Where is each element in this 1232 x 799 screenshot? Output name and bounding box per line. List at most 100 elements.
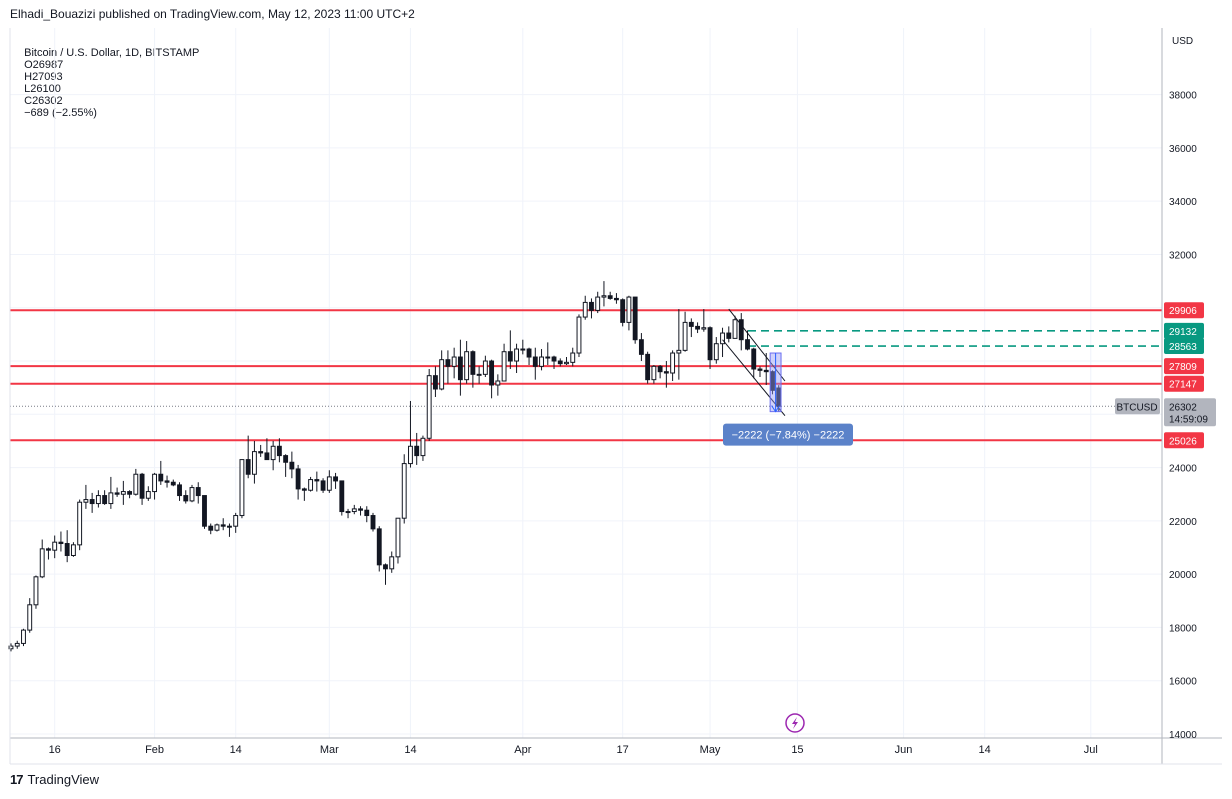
candle[interactable] [732,315,738,339]
candle[interactable] [551,355,557,370]
time-tick-label[interactable]: May [700,744,721,756]
candle[interactable] [607,291,613,300]
candle[interactable] [713,337,719,364]
candle[interactable] [158,460,164,485]
candle[interactable] [620,298,626,327]
candle[interactable] [451,347,457,379]
candle[interactable] [720,327,725,358]
candle[interactable] [358,506,363,516]
candle[interactable] [208,523,214,535]
symbol-name[interactable]: Bitcoin / U.S. Dollar, 1D, BITSTAMP [24,47,200,59]
candle[interactable] [351,504,357,515]
time-tick-label[interactable]: 14 [979,744,991,756]
candle[interactable] [314,471,320,492]
candle[interactable] [152,472,157,500]
time-tick-label[interactable]: 14 [230,744,242,756]
candle[interactable] [170,479,176,487]
candle[interactable] [514,343,520,374]
author-name[interactable]: Elhadi_Bouazizi [10,7,96,21]
candle[interactable] [632,296,638,344]
candle[interactable] [239,459,245,519]
candle[interactable] [164,475,170,488]
candle[interactable] [214,523,220,532]
candle[interactable] [445,350,451,384]
candle[interactable] [383,563,388,585]
candle[interactable] [663,361,669,388]
candle[interactable] [501,343,507,382]
candle[interactable] [495,374,501,396]
candle[interactable] [464,341,470,384]
time-tick-label[interactable]: 17 [617,744,629,756]
candle[interactable] [183,490,189,504]
candle[interactable] [489,359,495,399]
candle[interactable] [676,309,682,380]
candle[interactable] [339,480,345,516]
candle[interactable] [27,598,33,633]
candle[interactable] [626,295,632,331]
candle[interactable] [476,366,482,384]
candle[interactable] [102,490,108,505]
chart-axes[interactable]: USD 14000 16000 18000 20000 22000 24000 32000 34… [9,28,1222,765]
candle[interactable] [320,478,326,493]
candle[interactable] [613,293,619,304]
candle[interactable] [757,366,763,378]
candlestick-series[interactable] [8,281,782,652]
candle[interactable] [233,512,239,533]
candle[interactable] [52,535,58,559]
candle[interactable] [645,351,651,384]
candle[interactable] [220,518,226,531]
candle[interactable] [695,322,701,334]
candle[interactable] [39,539,45,579]
time-tick-label[interactable]: 16 [49,744,61,756]
candle[interactable] [70,542,76,557]
candle[interactable] [682,311,688,352]
candle[interactable] [308,476,314,492]
candle[interactable] [439,350,445,391]
candle[interactable] [251,440,257,484]
time-tick-label[interactable]: Feb [145,744,164,756]
candle[interactable] [83,484,89,509]
time-tick-label[interactable]: Jul [1084,744,1098,756]
candle[interactable] [482,355,488,378]
candle[interactable] [139,472,145,505]
channel-line-lower[interactable] [722,339,786,416]
candle[interactable] [227,523,232,537]
candle[interactable] [420,435,426,461]
ticker-badge[interactable] [1115,398,1160,415]
candle[interactable] [751,347,757,379]
candle[interactable] [401,454,407,524]
candle[interactable] [532,347,538,380]
candle[interactable] [564,357,569,366]
candle[interactable] [545,342,551,366]
support-resistance-levels[interactable] [10,309,1162,442]
candle[interactable] [301,487,307,501]
candle[interactable] [507,330,513,370]
candle[interactable] [202,495,207,529]
candle[interactable] [58,531,64,552]
candle[interactable] [345,508,351,519]
candle[interactable] [364,506,370,523]
candle[interactable] [395,517,401,564]
candle[interactable] [145,486,151,501]
candle[interactable] [195,482,201,504]
candle[interactable] [127,490,133,499]
candle[interactable] [270,440,276,471]
candle[interactable] [470,350,476,388]
candle[interactable] [570,347,576,367]
candle[interactable] [46,547,51,560]
candle[interactable] [657,365,663,379]
candle[interactable] [707,326,713,370]
candle[interactable] [726,326,732,343]
tradingview-footer[interactable]: 17 TradingView [10,772,99,787]
candle[interactable] [426,369,432,441]
candle[interactable] [258,444,264,457]
candle[interactable] [289,451,295,479]
candle[interactable] [389,551,395,573]
candle[interactable] [21,628,26,647]
time-tick-label[interactable]: 15 [791,744,803,756]
candle[interactable] [189,484,195,503]
candle[interactable] [108,476,114,509]
candle[interactable] [245,435,251,479]
candle[interactable] [177,482,182,501]
